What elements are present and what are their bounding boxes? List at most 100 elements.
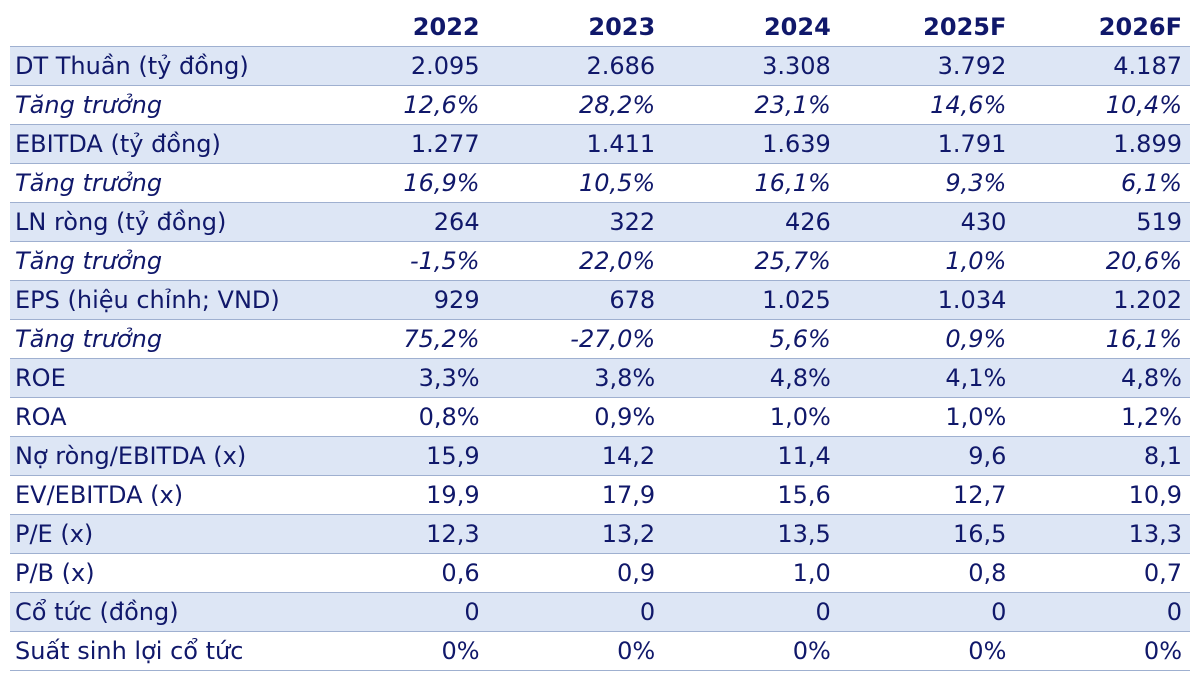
value-cell-2026f: 6,1% bbox=[1014, 163, 1190, 204]
value-cell-2026f: 13,3 bbox=[1014, 514, 1190, 555]
row-label: P/B (x) bbox=[10, 553, 312, 594]
value-cell-2024: 1.639 bbox=[663, 124, 839, 165]
row-label: ROA bbox=[10, 397, 312, 438]
value-cell-2022: 0,6 bbox=[312, 553, 488, 594]
value-cell-2023: 28,2% bbox=[487, 85, 664, 126]
table-row: P/E (x) 12,3 13,2 13,5 16,5 13,3 bbox=[10, 514, 1190, 555]
value-cell-2022: 16,9% bbox=[312, 163, 488, 204]
row-label: EPS (hiệu chỉnh; VND) bbox=[10, 280, 312, 321]
value-cell-2025f: 3.792 bbox=[838, 46, 1015, 87]
table-body: DT Thuần (tỷ đồng) 2.095 2.686 3.308 3.792 4.… bbox=[10, 46, 1190, 672]
value-cell-2026f: 20,6% bbox=[1014, 241, 1190, 282]
value-cell-2024: 25,7% bbox=[663, 241, 839, 282]
value-cell-2026f: 10,9 bbox=[1014, 475, 1190, 516]
table-row: Suất sinh lợi cổ tức 0% 0% 0% 0% 0% bbox=[10, 631, 1190, 672]
value-cell-2023: 0 bbox=[487, 592, 664, 633]
table-row: DT Thuần (tỷ đồng) 2.095 2.686 3.308 3.792 4.… bbox=[10, 46, 1190, 87]
value-cell-2022: 75,2% bbox=[312, 319, 488, 360]
value-cell-2023: 678 bbox=[487, 280, 664, 321]
value-cell-2023: 2.686 bbox=[487, 46, 664, 87]
financial-summary-table: 2022 2023 2024 2025F 2026F DT Thuần (tỷ … bbox=[10, 8, 1190, 672]
value-cell-2025f: 9,3% bbox=[838, 163, 1015, 204]
value-cell-2023: 13,2 bbox=[487, 514, 664, 555]
value-cell-2024: 0 bbox=[663, 592, 839, 633]
value-cell-2025f: 14,6% bbox=[838, 85, 1015, 126]
value-cell-2025f: 1,0% bbox=[838, 241, 1015, 282]
value-cell-2022: 264 bbox=[312, 202, 488, 243]
row-label: Cổ tức (đồng) bbox=[10, 592, 312, 633]
value-cell-2023: 0,9% bbox=[487, 397, 664, 438]
value-cell-2022: 0,8% bbox=[312, 397, 488, 438]
value-cell-2022: 929 bbox=[312, 280, 488, 321]
value-cell-2024: 23,1% bbox=[663, 85, 839, 126]
table-row: ROE 3,3% 3,8% 4,8% 4,1% 4,8% bbox=[10, 358, 1190, 399]
value-cell-2026f: 0 bbox=[1014, 592, 1190, 633]
value-cell-2024: 11,4 bbox=[663, 436, 839, 477]
value-cell-2022: 19,9 bbox=[312, 475, 488, 516]
value-cell-2023: 3,8% bbox=[487, 358, 664, 399]
value-cell-2026f: 16,1% bbox=[1014, 319, 1190, 360]
value-cell-2025f: 430 bbox=[838, 202, 1015, 243]
value-cell-2025f: 0,8 bbox=[838, 553, 1015, 594]
value-cell-2025f: 0% bbox=[838, 631, 1015, 672]
table-row: EV/EBITDA (x) 19,9 17,9 15,6 12,7 10,9 bbox=[10, 475, 1190, 516]
value-cell-2023: 1.411 bbox=[487, 124, 664, 165]
value-cell-2023: 14,2 bbox=[487, 436, 664, 477]
value-cell-2023: 10,5% bbox=[487, 163, 664, 204]
value-cell-2023: 17,9 bbox=[487, 475, 664, 516]
row-label: Tăng trưởng bbox=[10, 241, 312, 282]
value-cell-2024: 1,0 bbox=[663, 553, 839, 594]
row-label: DT Thuần (tỷ đồng) bbox=[10, 46, 312, 87]
value-cell-2024: 16,1% bbox=[663, 163, 839, 204]
table-row: Tăng trưởng 75,2% -27,0% 5,6% 0,9% 16,1% bbox=[10, 319, 1190, 360]
value-cell-2025f: 0 bbox=[838, 592, 1015, 633]
value-cell-2026f: 10,4% bbox=[1014, 85, 1190, 126]
value-cell-2025f: 1.791 bbox=[838, 124, 1015, 165]
table-row: EPS (hiệu chỉnh; VND) 929 678 1.025 1.034 1.2… bbox=[10, 280, 1190, 321]
header-row: 2022 2023 2024 2025F 2026F bbox=[10, 8, 1190, 48]
value-cell-2025f: 9,6 bbox=[838, 436, 1015, 477]
value-cell-2023: -27,0% bbox=[487, 319, 664, 360]
header-year-2025f: 2025F bbox=[838, 8, 1015, 48]
table-row: Tăng trưởng -1,5% 22,0% 25,7% 1,0% 20,6% bbox=[10, 241, 1190, 282]
value-cell-2025f: 0,9% bbox=[838, 319, 1015, 360]
value-cell-2024: 1,0% bbox=[663, 397, 839, 438]
value-cell-2022: 15,9 bbox=[312, 436, 488, 477]
row-label: Tăng trưởng bbox=[10, 85, 312, 126]
value-cell-2026f: 0,7 bbox=[1014, 553, 1190, 594]
value-cell-2022: 12,6% bbox=[312, 85, 488, 126]
header-year-2024: 2024 bbox=[663, 8, 839, 48]
row-label: Tăng trưởng bbox=[10, 163, 312, 204]
value-cell-2026f: 1.899 bbox=[1014, 124, 1190, 165]
value-cell-2026f: 519 bbox=[1014, 202, 1190, 243]
row-label: ROE bbox=[10, 358, 312, 399]
header-year-2023: 2023 bbox=[487, 8, 664, 48]
value-cell-2025f: 4,1% bbox=[838, 358, 1015, 399]
value-cell-2024: 426 bbox=[663, 202, 839, 243]
value-cell-2026f: 4,8% bbox=[1014, 358, 1190, 399]
value-cell-2022: 12,3 bbox=[312, 514, 488, 555]
table-row: ROA 0,8% 0,9% 1,0% 1,0% 1,2% bbox=[10, 397, 1190, 438]
row-label: LN ròng (tỷ đồng) bbox=[10, 202, 312, 243]
value-cell-2023: 0% bbox=[487, 631, 664, 672]
value-cell-2025f: 12,7 bbox=[838, 475, 1015, 516]
value-cell-2025f: 16,5 bbox=[838, 514, 1015, 555]
value-cell-2022: 0% bbox=[312, 631, 488, 672]
value-cell-2024: 0% bbox=[663, 631, 839, 672]
row-label: EV/EBITDA (x) bbox=[10, 475, 312, 516]
value-cell-2026f: 1.202 bbox=[1014, 280, 1190, 321]
value-cell-2026f: 8,1 bbox=[1014, 436, 1190, 477]
value-cell-2022: 3,3% bbox=[312, 358, 488, 399]
table-row: Cổ tức (đồng) 0 0 0 0 0 bbox=[10, 592, 1190, 633]
value-cell-2023: 0,9 bbox=[487, 553, 664, 594]
value-cell-2024: 4,8% bbox=[663, 358, 839, 399]
value-cell-2024: 1.025 bbox=[663, 280, 839, 321]
value-cell-2022: 2.095 bbox=[312, 46, 488, 87]
value-cell-2025f: 1,0% bbox=[838, 397, 1015, 438]
header-year-2022: 2022 bbox=[312, 8, 488, 48]
value-cell-2025f: 1.034 bbox=[838, 280, 1015, 321]
row-label: Suất sinh lợi cổ tức bbox=[10, 631, 312, 672]
table-row: Nợ ròng/EBITDA (x) 15,9 14,2 11,4 9,6 8,1 bbox=[10, 436, 1190, 477]
table-row: Tăng trưởng 12,6% 28,2% 23,1% 14,6% 10,4% bbox=[10, 85, 1190, 126]
value-cell-2026f: 4.187 bbox=[1014, 46, 1190, 87]
